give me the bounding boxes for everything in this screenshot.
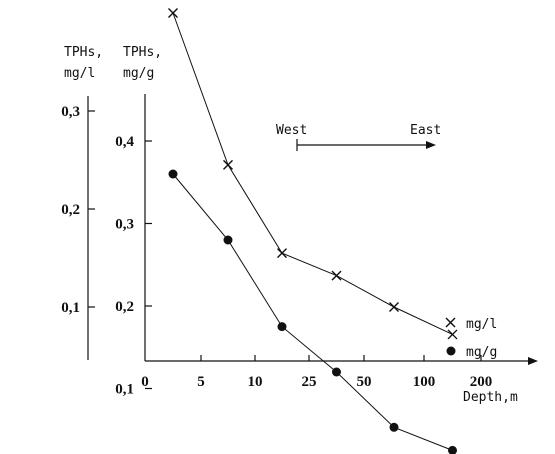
x-tick-label: 0 — [141, 374, 149, 390]
x-tick-label: 5 — [197, 374, 205, 390]
legend-marker-cross — [445, 317, 456, 328]
series-point-dot — [332, 367, 341, 377]
right-axis-title-line2: mg/g — [123, 66, 154, 81]
east-label: East — [410, 123, 441, 138]
legend-marker-dot — [446, 346, 456, 356]
legend-label-mg-g: mg/g — [466, 345, 497, 360]
inner-y-tick-label: 0,2 — [115, 299, 134, 315]
series-point-dot — [223, 235, 233, 245]
series-point-cross — [223, 159, 233, 170]
x-tick-label: 10 — [248, 374, 263, 390]
x-axis-arrow — [528, 357, 538, 365]
series-point-dot — [168, 169, 178, 179]
series-point-cross — [447, 329, 458, 340]
series-point-dot — [389, 422, 399, 432]
series-point-cross — [168, 8, 178, 18]
inner-y-tick-label: 0,1 — [115, 382, 134, 398]
right-axis-title-line1: TPHs, — [123, 45, 162, 60]
direction-arrow-head — [426, 141, 436, 149]
inner-y-tick-label: 0,4 — [115, 134, 134, 150]
series-point-cross — [389, 302, 399, 312]
x-axis-label: Depth,m — [463, 390, 518, 405]
legend-label-mg-l: mg/l — [466, 317, 497, 332]
x-tick-label: 50 — [357, 374, 372, 390]
x-tick-label: 25 — [302, 374, 317, 390]
inner-y-tick-label: 0,3 — [115, 217, 134, 233]
series-line-0 — [172, 12, 453, 335]
x-tick-label: 200 — [470, 374, 493, 390]
series-point-cross — [277, 248, 287, 259]
left-axis-title-line2: mg/l — [64, 66, 95, 81]
x-ticks: 0 5 10 25 50 100 200 — [141, 355, 492, 390]
series-layer — [168, 8, 458, 454]
outer-y-tick-label: 0,2 — [61, 202, 80, 218]
inner-y-ticks: 0,1 0,2 0,3 0,4 — [115, 134, 152, 398]
series-point-dot — [448, 445, 457, 454]
series-line-1 — [172, 173, 453, 451]
outer-y-tick-label: 0,1 — [61, 300, 80, 316]
series-point-cross — [331, 270, 342, 281]
outer-y-tick-label: 0,3 — [61, 104, 80, 120]
series-point-dot — [277, 322, 287, 332]
outer-y-ticks: 0,1 0,2 0,3 — [61, 104, 95, 316]
x-tick-label: 100 — [413, 374, 436, 390]
west-label: West — [276, 123, 307, 138]
left-axis-title-line1: TPHs, — [64, 45, 103, 60]
